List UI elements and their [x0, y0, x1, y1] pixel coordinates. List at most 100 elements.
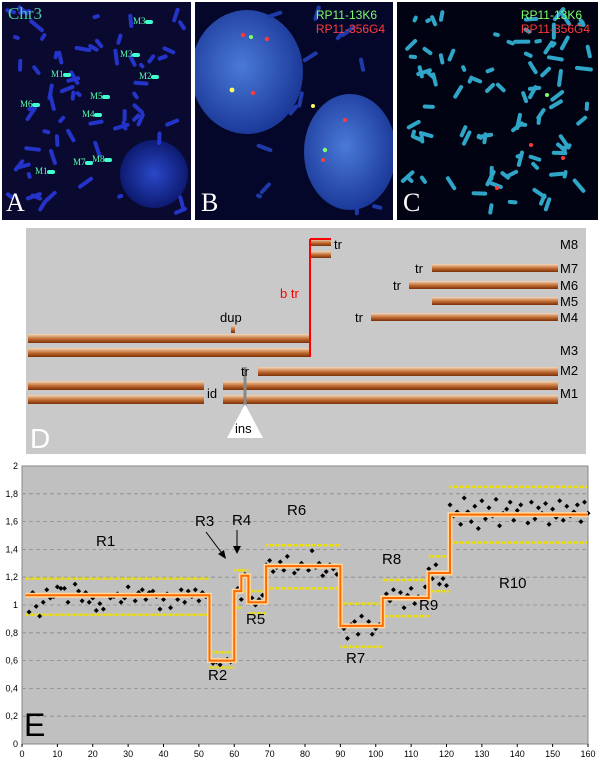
- chromosome: [438, 10, 445, 22]
- chromosome: [54, 134, 60, 147]
- data-point: [150, 588, 156, 594]
- chromosome: [447, 48, 456, 62]
- marker-signal: [151, 75, 159, 79]
- chromosome: [471, 76, 483, 84]
- x-tick-label: 30: [123, 749, 133, 759]
- marker-signal: [94, 113, 102, 117]
- chromosome: [445, 176, 457, 191]
- region-label: R6: [287, 502, 306, 519]
- data-point: [344, 635, 350, 641]
- region-label: R4: [232, 512, 251, 529]
- annotation-tr: tr: [393, 278, 402, 293]
- chromosome: [174, 206, 187, 215]
- chromosome: [288, 104, 299, 116]
- panel-b-label: B: [201, 188, 219, 217]
- data-point: [182, 599, 188, 605]
- data-point: [132, 598, 138, 604]
- data-point: [514, 507, 520, 513]
- chromosome: [471, 191, 488, 196]
- x-tick-label: 90: [335, 749, 345, 759]
- data-point: [175, 596, 181, 602]
- chromosome: [485, 83, 496, 93]
- green-signal: [545, 93, 549, 97]
- region-label: R8: [382, 551, 401, 568]
- segment-bar: [28, 395, 204, 404]
- chromosome: [547, 55, 564, 62]
- chromosome: [178, 20, 186, 31]
- red-signal: [240, 32, 246, 38]
- chromosome-spread: [5, 5, 187, 215]
- red-signal: [343, 118, 347, 122]
- marker-label: M5: [90, 91, 103, 101]
- data-point: [553, 514, 559, 520]
- data-point: [291, 570, 297, 576]
- region-label: R7: [346, 650, 365, 667]
- chromosome: [88, 43, 99, 52]
- segment-bar: [409, 281, 558, 289]
- chromosome: [534, 38, 542, 44]
- copy-number-chart: 00,20,40,60,811,21,41,61,820 10 20 30 40 50 60…: [5, 461, 595, 759]
- data-point: [528, 499, 534, 505]
- data-point: [79, 598, 85, 604]
- data-point: [168, 605, 174, 611]
- panel-d-label: D: [30, 423, 50, 454]
- chromosome: [506, 39, 515, 46]
- marker-label: M4: [82, 109, 95, 119]
- data-point: [97, 601, 103, 607]
- segment-bar: [258, 367, 558, 376]
- chromosome: [516, 150, 525, 167]
- chromosome: [557, 69, 563, 87]
- annotation-dup: dup: [220, 310, 242, 325]
- chromosome: [44, 190, 57, 203]
- chromosome: [268, 10, 283, 18]
- row-label: M8: [560, 237, 578, 252]
- chromosome: [400, 170, 415, 183]
- panel-a-image: [5, 5, 188, 215]
- marker-signal: [63, 73, 71, 77]
- chromosome: [128, 13, 134, 28]
- panel-e-chart: 0 0,2 0,4 0,6 0,8 1 1,2 1,4 1,6 1,8 2 0 10 20 30 40 50 60…: [0, 460, 600, 767]
- data-point: [44, 587, 50, 593]
- green-signal: [322, 147, 328, 153]
- data-point: [143, 596, 149, 602]
- data-point: [284, 553, 290, 559]
- row-label: M3: [560, 343, 578, 358]
- chromosome: [32, 65, 41, 75]
- data-point: [479, 498, 485, 504]
- segment-bar: [223, 395, 558, 404]
- data-point: [320, 573, 326, 579]
- data-point: [401, 605, 407, 611]
- chromosome: [422, 46, 433, 56]
- chromosome: [576, 115, 588, 126]
- panel-c-image: [400, 7, 593, 215]
- chromosome: [488, 203, 494, 215]
- x-tick-label: 10: [52, 749, 62, 759]
- data-point: [408, 585, 414, 591]
- chromosome: [536, 108, 546, 120]
- data-point: [267, 558, 273, 564]
- data-point: [447, 502, 453, 508]
- probe-label-green: RP11-13K6: [315, 8, 377, 22]
- data-point: [557, 498, 563, 504]
- x-tick-label: 60: [229, 749, 239, 759]
- x-tick-label: 80: [300, 749, 310, 759]
- chromosome: [531, 161, 540, 170]
- data-point: [426, 566, 432, 572]
- data-point: [525, 520, 531, 526]
- red-signal: [529, 143, 533, 147]
- data-point: [217, 662, 223, 668]
- data-point: [323, 569, 329, 575]
- chromosome: [408, 54, 418, 59]
- chromosome: [128, 54, 137, 67]
- chromosome: [515, 122, 528, 127]
- segment-bar: [28, 334, 310, 343]
- data-point: [295, 566, 301, 572]
- chromosome: [405, 39, 418, 51]
- chromosome: [575, 65, 593, 72]
- data-point: [535, 505, 541, 511]
- row-label: M5: [560, 294, 578, 309]
- chromosome: [584, 101, 590, 111]
- chromosome: [74, 45, 92, 53]
- chromosome: [461, 65, 467, 72]
- chromosome: [507, 199, 518, 205]
